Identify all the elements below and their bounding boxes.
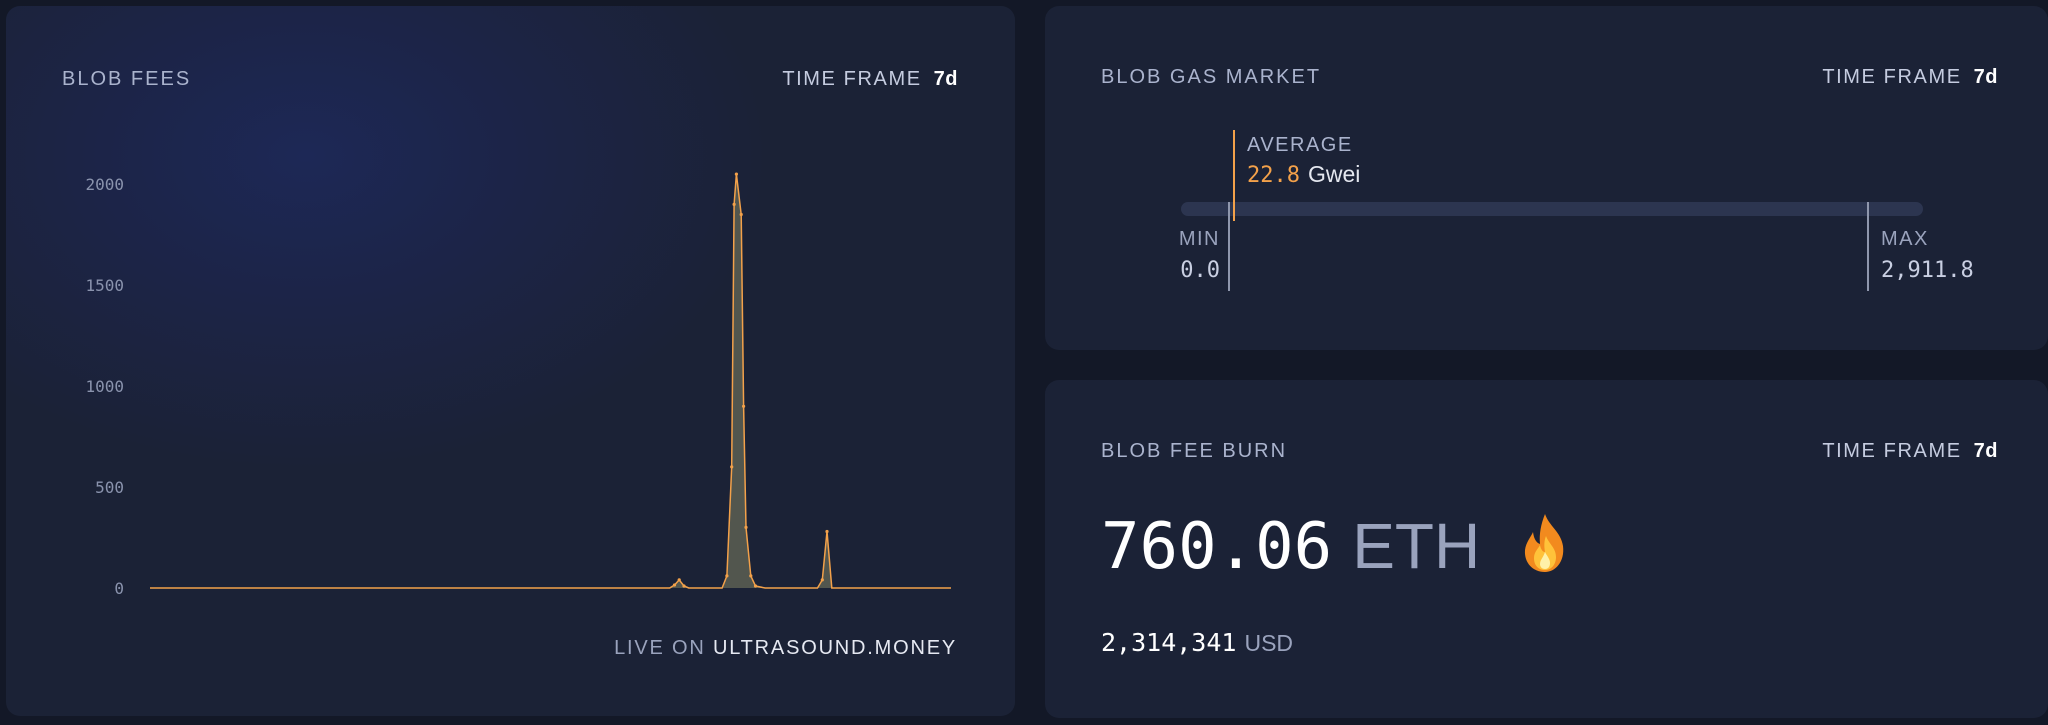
min-marker [1228,202,1230,291]
blob-gas-market-card: BLOB GAS MARKET TIME FRAME 7d AVERAGE 22.… [1045,6,2048,350]
y-tick-label: 2000 [85,175,124,194]
gas-range-track [1181,202,1923,216]
average-label: AVERAGE [1246,134,1353,156]
timeframe-label: TIME FRAME [1822,66,1962,88]
y-tick-label: 0 [114,579,124,598]
burn-eth-unit: ETH [1352,510,1481,582]
data-point [744,525,748,530]
data-point [820,578,824,582]
max-marker [1867,202,1869,291]
fire-icon [1524,514,1564,572]
timeframe-label: TIME FRAME [1822,440,1962,462]
data-point [725,574,729,578]
blob-fees-title: BLOB FEES [62,68,192,90]
burn-amount: 760.06 ETH [1101,514,1480,579]
fee-area [150,174,951,588]
live-on-attribution: LIVE ON ULTRASOUND.MONEY [614,637,957,660]
timeframe-value[interactable]: 7d [1973,66,1998,88]
burn-eth-value: 760.06 [1101,510,1333,584]
data-point [749,574,753,578]
blob-fees-timeframe[interactable]: TIME FRAME 7d [782,68,958,91]
blob-gas-timeframe[interactable]: TIME FRAME 7d [1822,66,1998,89]
timeframe-value[interactable]: 7d [1973,440,1998,462]
burn-usd-unit: USD [1244,630,1294,656]
timeframe-value[interactable]: 7d [933,68,958,90]
data-point [742,404,746,408]
timeframe-label: TIME FRAME [782,68,922,90]
blob-fees-card: BLOB FEES TIME FRAME 7d 0 500 1000 1500 2000 … [6,6,1015,716]
fee-line [150,174,951,589]
data-point [739,212,743,217]
data-point [825,529,829,534]
min-value: 0.0 [1180,258,1220,283]
data-point [734,172,739,176]
average-readout: AVERAGE 22.8 Gwei [1247,134,1360,188]
blob-fees-chart: 0 500 1000 1500 2000 [85,172,951,598]
average-unit: Gwei [1307,161,1361,187]
average-value: 22.8 [1246,163,1300,188]
brand-link[interactable]: ULTRASOUND.MONEY [712,637,957,659]
average-value-line: 22.8 Gwei [1247,161,1360,188]
blob-fee-burn-title: BLOB FEE BURN [1101,440,1288,462]
y-tick-label: 1500 [85,276,124,295]
max-value: 2,911.8 [1881,258,1974,283]
data-point [753,584,758,588]
burn-timeframe[interactable]: TIME FRAME 7d [1822,440,1998,463]
live-on-prefix: LIVE ON [614,637,706,659]
data-point [677,578,681,582]
burn-usd-value: 2,314,341 [1101,628,1237,657]
data-point [732,202,736,206]
blob-gas-market-title: BLOB GAS MARKET [1101,66,1322,88]
min-label: MIN [1178,228,1220,250]
data-point [730,465,734,469]
max-label: MAX [1881,228,1929,250]
y-tick-label: 500 [95,478,124,497]
data-point [682,584,686,588]
y-tick-label: 1000 [85,377,124,396]
data-point [672,583,677,587]
burn-usd-line: 2,314,341 USD [1101,628,1293,657]
average-marker [1232,130,1235,221]
